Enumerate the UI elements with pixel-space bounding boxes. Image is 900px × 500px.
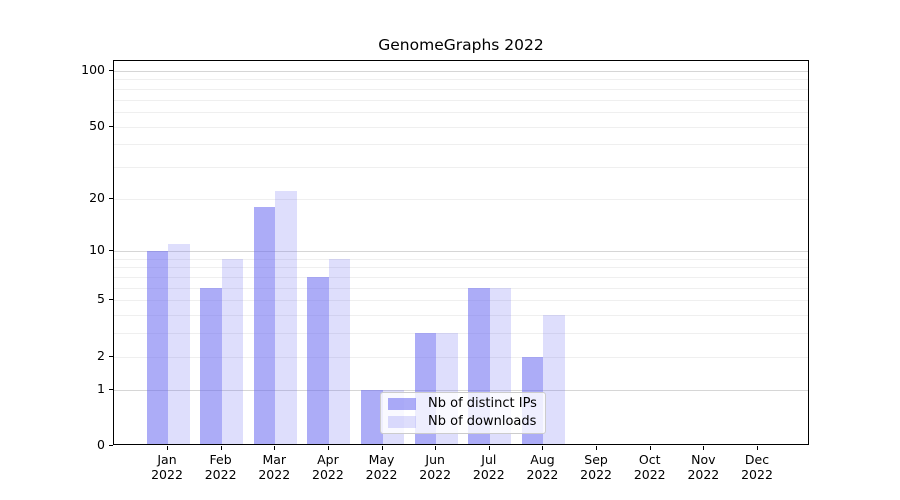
gridline-minor xyxy=(114,166,808,168)
x-tick-label: Dec 2022 xyxy=(741,452,773,482)
x-tick-label: Oct 2022 xyxy=(633,452,666,482)
x-tick-label: Apr 2022 xyxy=(312,452,344,482)
bar-apr-ips xyxy=(307,277,329,444)
gridline-minor xyxy=(114,300,808,302)
gridline-minor xyxy=(114,144,808,146)
gridline-minor xyxy=(114,198,808,200)
gridline-minor xyxy=(114,88,808,90)
bar-feb-downloads xyxy=(221,258,244,444)
y-tick-label: 1 xyxy=(97,380,105,396)
bar-aug-downloads xyxy=(543,315,565,444)
bar-apr-downloads xyxy=(328,258,351,444)
x-tick-label: Jul 2022 xyxy=(472,452,505,482)
x-tick-mark xyxy=(220,446,222,450)
x-tick-label: Sep 2022 xyxy=(580,452,612,482)
x-tick-label: Mar 2022 xyxy=(258,452,291,482)
x-tick-mark xyxy=(435,446,437,450)
y-tick-label: 50 xyxy=(89,117,105,133)
gridline-minor xyxy=(114,111,808,113)
y-tick-label: 5 xyxy=(97,291,105,307)
x-tick-mark xyxy=(703,446,705,450)
legend-swatch-downloads xyxy=(388,416,416,428)
x-tick-mark xyxy=(542,446,544,450)
legend-label-distinct-ips: Nb of distinct IPs xyxy=(428,396,537,411)
bar-mar-downloads xyxy=(275,191,297,444)
gridline-minor xyxy=(114,333,808,335)
legend-entry-distinct-ips: Nb of distinct IPs xyxy=(388,397,538,411)
x-tick-label: Jun 2022 xyxy=(419,452,452,482)
x-tick-mark xyxy=(649,446,651,450)
chart-title: GenomeGraphs 2022 xyxy=(378,36,544,54)
x-tick-mark xyxy=(381,446,383,450)
x-tick-mark xyxy=(327,446,329,450)
gridline-minor xyxy=(114,126,808,128)
y-tick-label: 100 xyxy=(81,62,105,78)
bar-feb-ips xyxy=(200,287,222,444)
y-tick-label: 2 xyxy=(97,347,105,363)
x-tick-label: Feb 2022 xyxy=(204,452,237,482)
y-tick-label: 0 xyxy=(97,437,105,452)
x-tick-label: Nov 2022 xyxy=(687,452,720,482)
gridline-minor xyxy=(114,287,808,289)
gridline-minor xyxy=(114,79,808,81)
x-tick-mark xyxy=(757,446,758,450)
gridline-major xyxy=(114,71,808,73)
x-tick-mark xyxy=(488,446,490,450)
y-tick-label: 20 xyxy=(89,189,105,205)
x-tick-mark xyxy=(596,446,598,450)
plot-area xyxy=(113,60,809,445)
gridline-minor xyxy=(114,315,808,317)
y-tick-mark xyxy=(109,445,113,446)
gridline-minor xyxy=(114,267,808,269)
bar-jan-downloads xyxy=(168,244,190,444)
bar-jan-ips xyxy=(146,251,168,444)
y-tick-label: 10 xyxy=(89,242,105,258)
gridline-minor xyxy=(114,258,808,260)
legend-label-downloads: Nb of downloads xyxy=(428,414,537,429)
gridline-major xyxy=(114,389,808,391)
x-tick-label: Aug 2022 xyxy=(526,452,559,482)
x-tick-mark xyxy=(167,446,168,450)
bar-mar-ips xyxy=(253,206,276,444)
gridline-minor xyxy=(114,356,808,358)
gridline-minor xyxy=(114,277,808,279)
gridline-major xyxy=(114,251,808,253)
legend-swatch-distinct-ips xyxy=(388,398,416,410)
x-tick-mark xyxy=(274,446,276,450)
x-tick-label: Jan 2022 xyxy=(151,452,183,482)
bar-may-ips xyxy=(361,389,383,444)
legend: Nb of distinct IPs Nb of downloads xyxy=(380,392,546,434)
x-tick-label: May 2022 xyxy=(365,452,398,482)
gridline-minor xyxy=(114,99,808,101)
legend-entry-downloads: Nb of downloads xyxy=(388,415,538,429)
